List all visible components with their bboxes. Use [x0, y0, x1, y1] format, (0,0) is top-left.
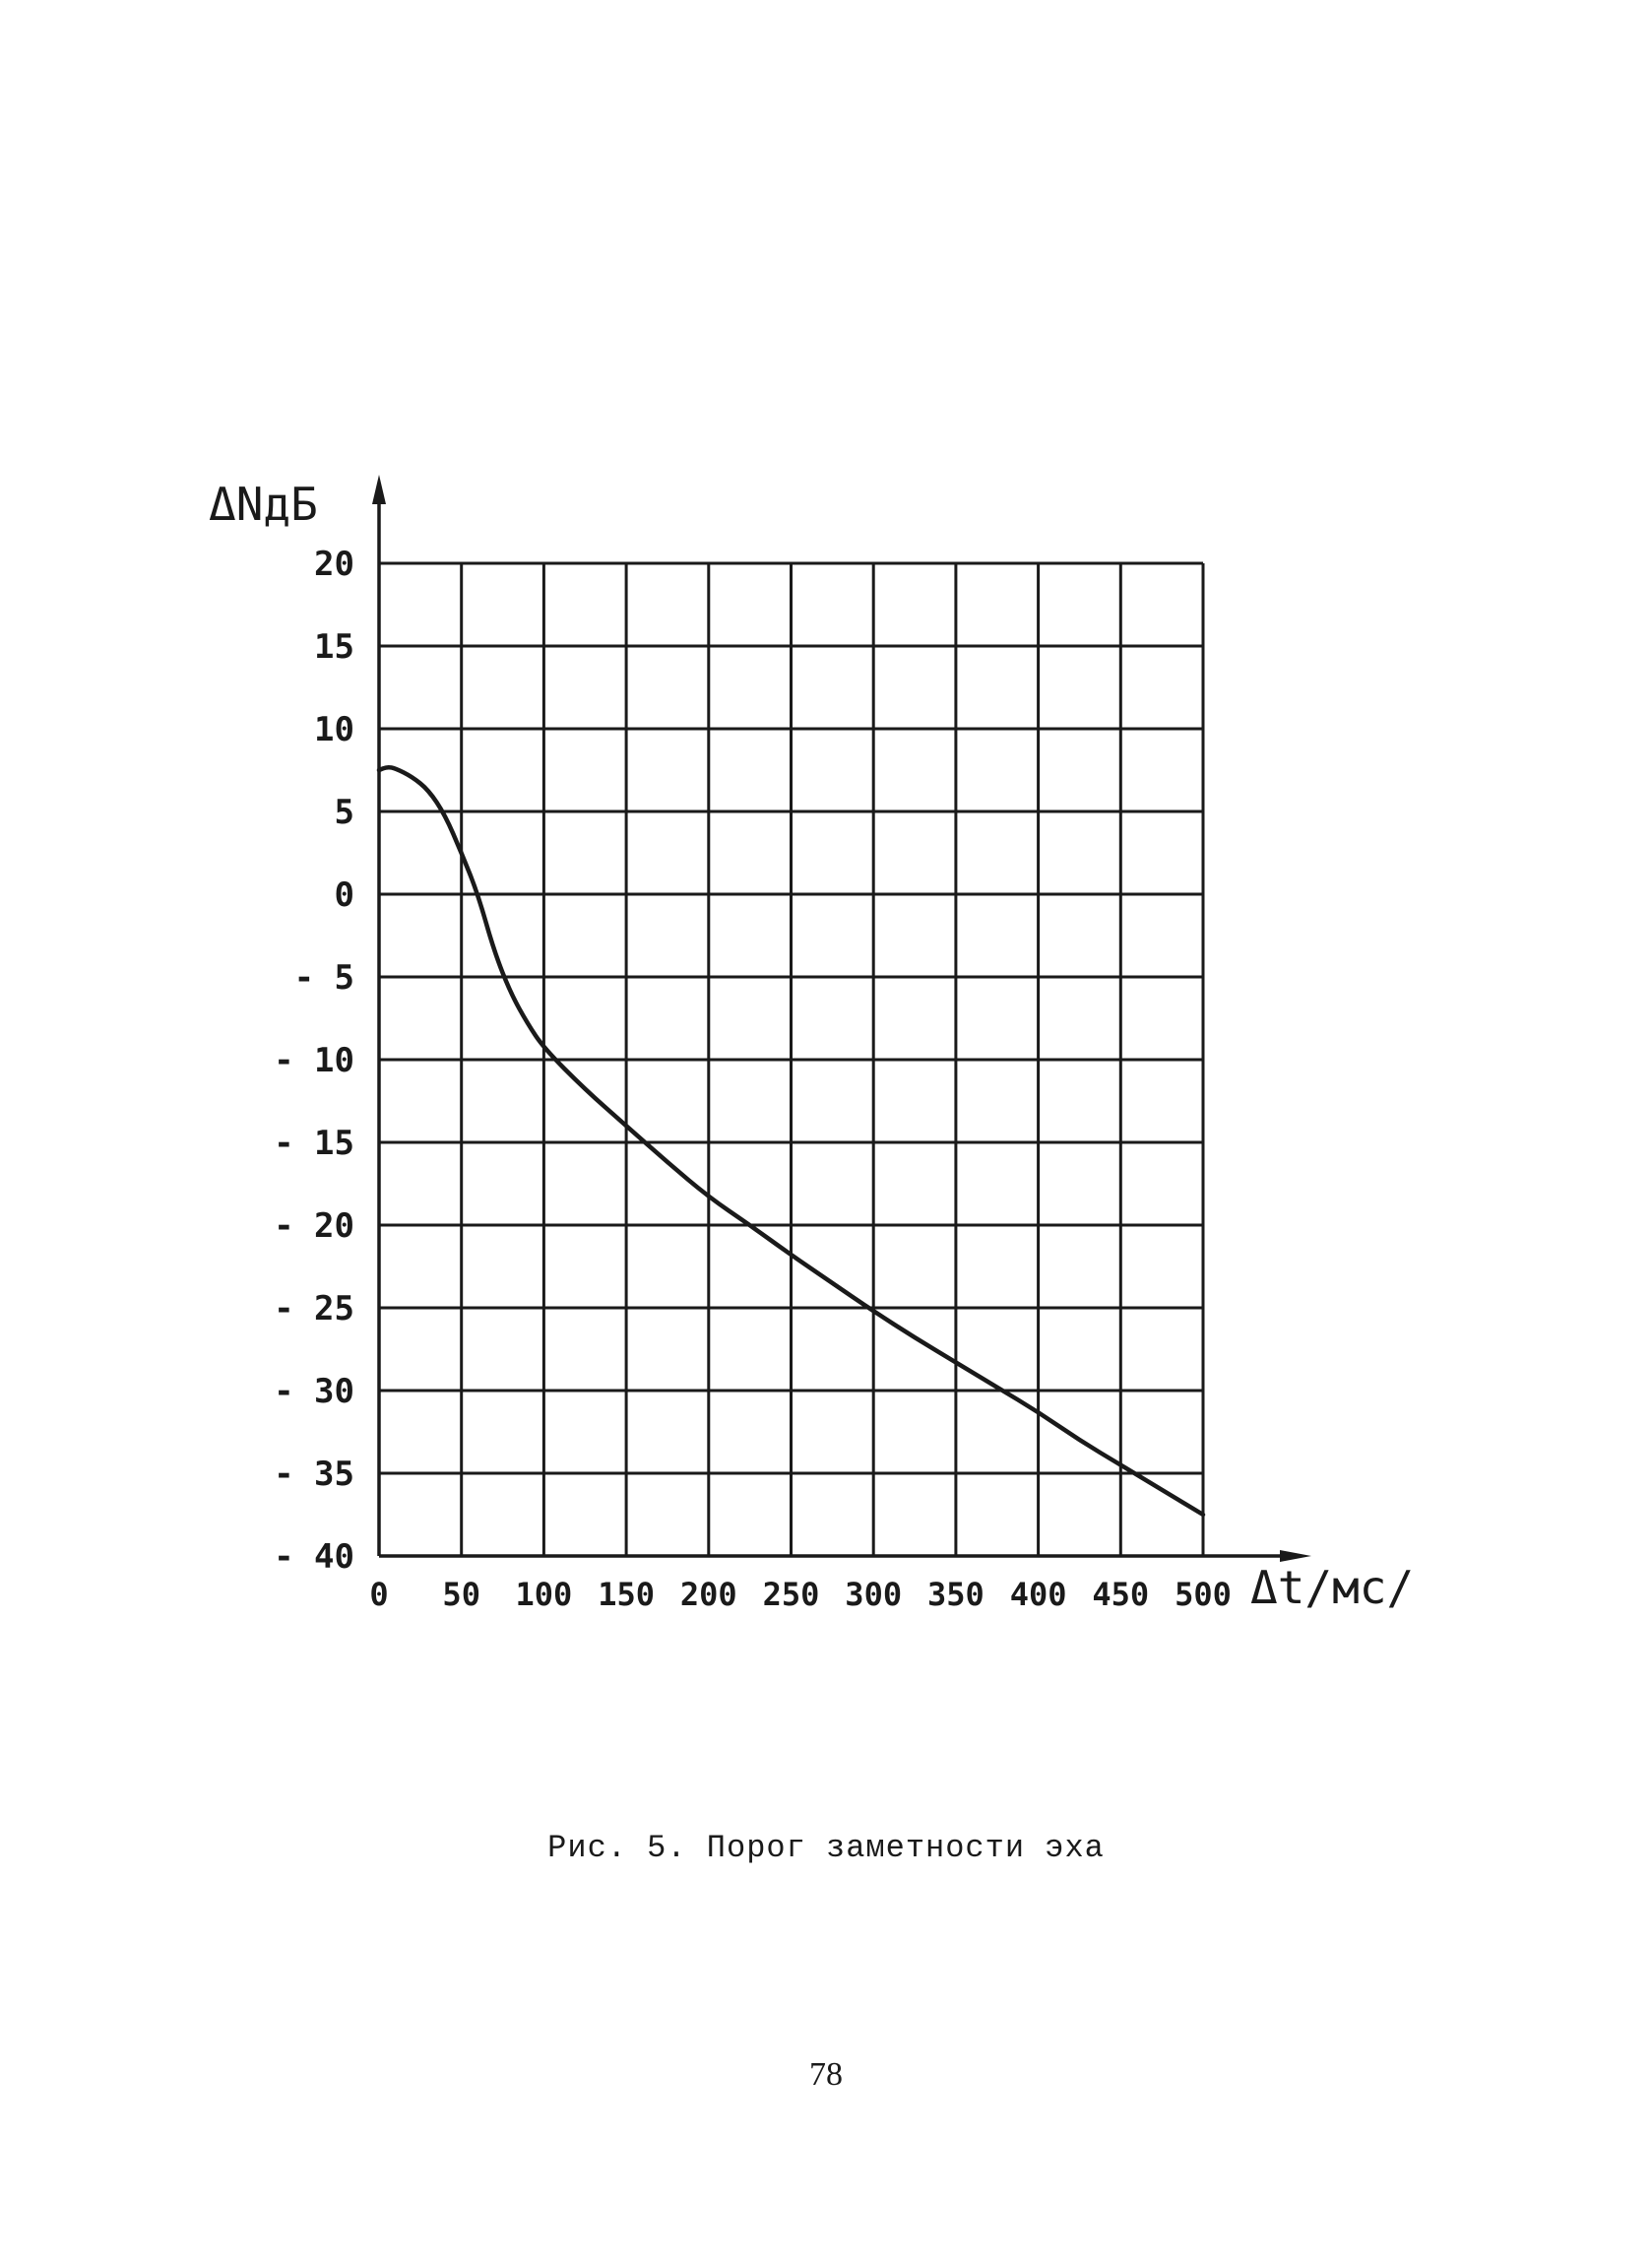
x-tick-label: 150	[598, 1576, 655, 1613]
y-tick-label: - 15	[274, 1124, 354, 1163]
y-tick-label: 20	[314, 545, 354, 584]
y-axis-label: ΔNдБ	[209, 478, 318, 531]
chart-tick-labels: 0 50 100 150 200 250 300 350 400 450 50020151050- …	[274, 545, 1232, 1613]
x-tick-label: 500	[1175, 1576, 1232, 1613]
x-tick-label: 350	[927, 1576, 985, 1613]
y-tick-label: 15	[314, 627, 354, 667]
x-tick-label: 400	[1010, 1576, 1067, 1613]
y-tick-label: - 20	[274, 1206, 354, 1246]
y-tick-label: 10	[314, 710, 354, 749]
chart-axes	[372, 475, 1311, 1562]
chart-axis-labels: ΔNдБ Δt/мс/	[209, 478, 1414, 1614]
page-number: 78	[809, 2056, 843, 2093]
y-axis-arrow	[372, 475, 386, 504]
chart-grid	[377, 561, 1205, 1558]
x-tick-label: 0	[369, 1576, 388, 1613]
y-tick-label: - 35	[274, 1455, 354, 1494]
x-tick-label: 450	[1092, 1576, 1149, 1613]
y-tick-label: - 30	[274, 1372, 354, 1411]
figure-caption: Рис. 5. Порог заметности эха	[547, 1830, 1105, 1866]
x-tick-label: 50	[442, 1576, 480, 1613]
y-tick-label: 5	[335, 793, 354, 832]
x-tick-label: 250	[763, 1576, 820, 1613]
chart-series	[376, 764, 1206, 1518]
x-tick-label: 200	[680, 1576, 737, 1613]
y-tick-label: - 10	[274, 1041, 354, 1080]
x-tick-label: 300	[845, 1576, 902, 1613]
x-tick-label: 100	[516, 1576, 573, 1613]
x-axis-label: Δt/мс/	[1250, 1561, 1414, 1614]
y-tick-label: - 25	[274, 1289, 354, 1328]
y-tick-label: - 40	[274, 1537, 354, 1577]
y-tick-label: - 5	[294, 958, 354, 998]
y-tick-label: 0	[335, 875, 354, 915]
x-axis-arrow	[1280, 1550, 1311, 1562]
data-line	[376, 764, 1206, 1518]
